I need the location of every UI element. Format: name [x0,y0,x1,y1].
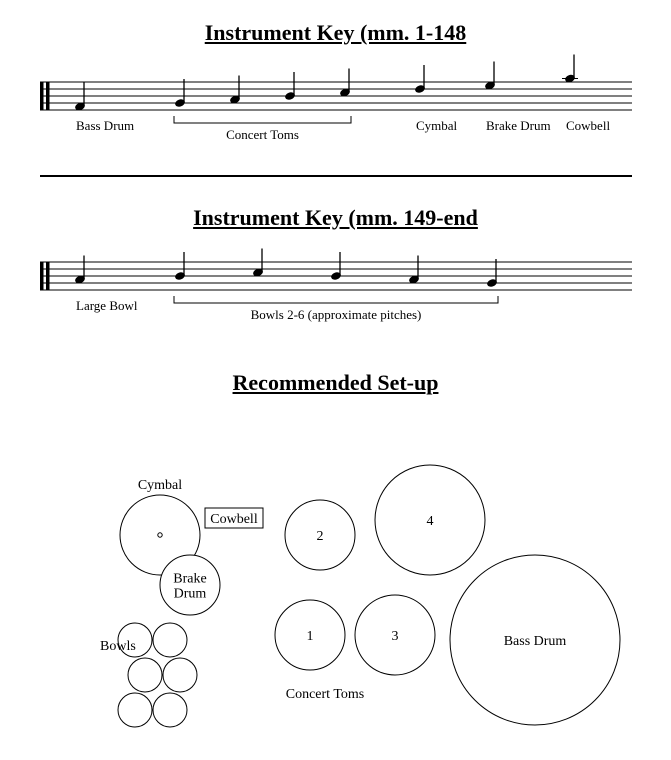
bracket-label: Concert Toms [226,127,299,142]
setup-tom1: 1 [275,600,345,670]
svg-text:Drum: Drum [174,586,207,601]
page: Instrument Key (mm. 1-148 Bass DrumCymba… [0,0,671,760]
title-recommended-setup: Recommended Set-up [0,370,671,396]
setup-brake-drum: BrakeDrum [160,555,220,615]
section-divider [40,175,632,177]
setup-bowl5 [118,693,152,727]
setup-label: Concert Toms [286,687,364,702]
setup-bowl3 [128,658,162,692]
svg-text:Cymbal: Cymbal [138,478,182,493]
bracket-label: Bowls 2-6 (approximate pitches) [251,307,422,322]
svg-text:3: 3 [392,629,399,644]
svg-text:1: 1 [307,629,314,644]
setup-cowbell: Cowbell [205,508,263,528]
setup-tom2: 2 [285,500,355,570]
staff-key-1: Bass Drum Cymbal Brake Drum Cowbell Concert … [40,42,632,180]
svg-text:4: 4 [427,514,434,529]
note-label: Large Bowl [76,298,138,313]
note-label: Cowbell [566,118,610,133]
note-label: Bass Drum [76,118,134,133]
svg-text:2: 2 [317,529,324,544]
setup-bowl6 [153,693,187,727]
setup-bowl2 [153,623,187,657]
setup-bowl4 [163,658,197,692]
note-label: Brake Drum [486,118,551,133]
setup-bass-drum: Bass Drum [450,555,620,725]
setup-label: Bowls [100,639,136,654]
staff-key-2: Large Bowl Bowls 2-6 (approximate pitches… [40,222,632,360]
svg-text:Bass Drum: Bass Drum [504,634,567,649]
setup-tom4: 4 [375,465,485,575]
svg-text:Cowbell: Cowbell [210,512,258,527]
setup-tom3: 3 [355,595,435,675]
setup-diagram: Cymbal BrakeDrum 2 4 1 3 Bass Drum Cowbell Bowls… [50,450,650,750]
svg-text:Brake: Brake [173,572,206,587]
note-label: Cymbal [416,118,458,133]
